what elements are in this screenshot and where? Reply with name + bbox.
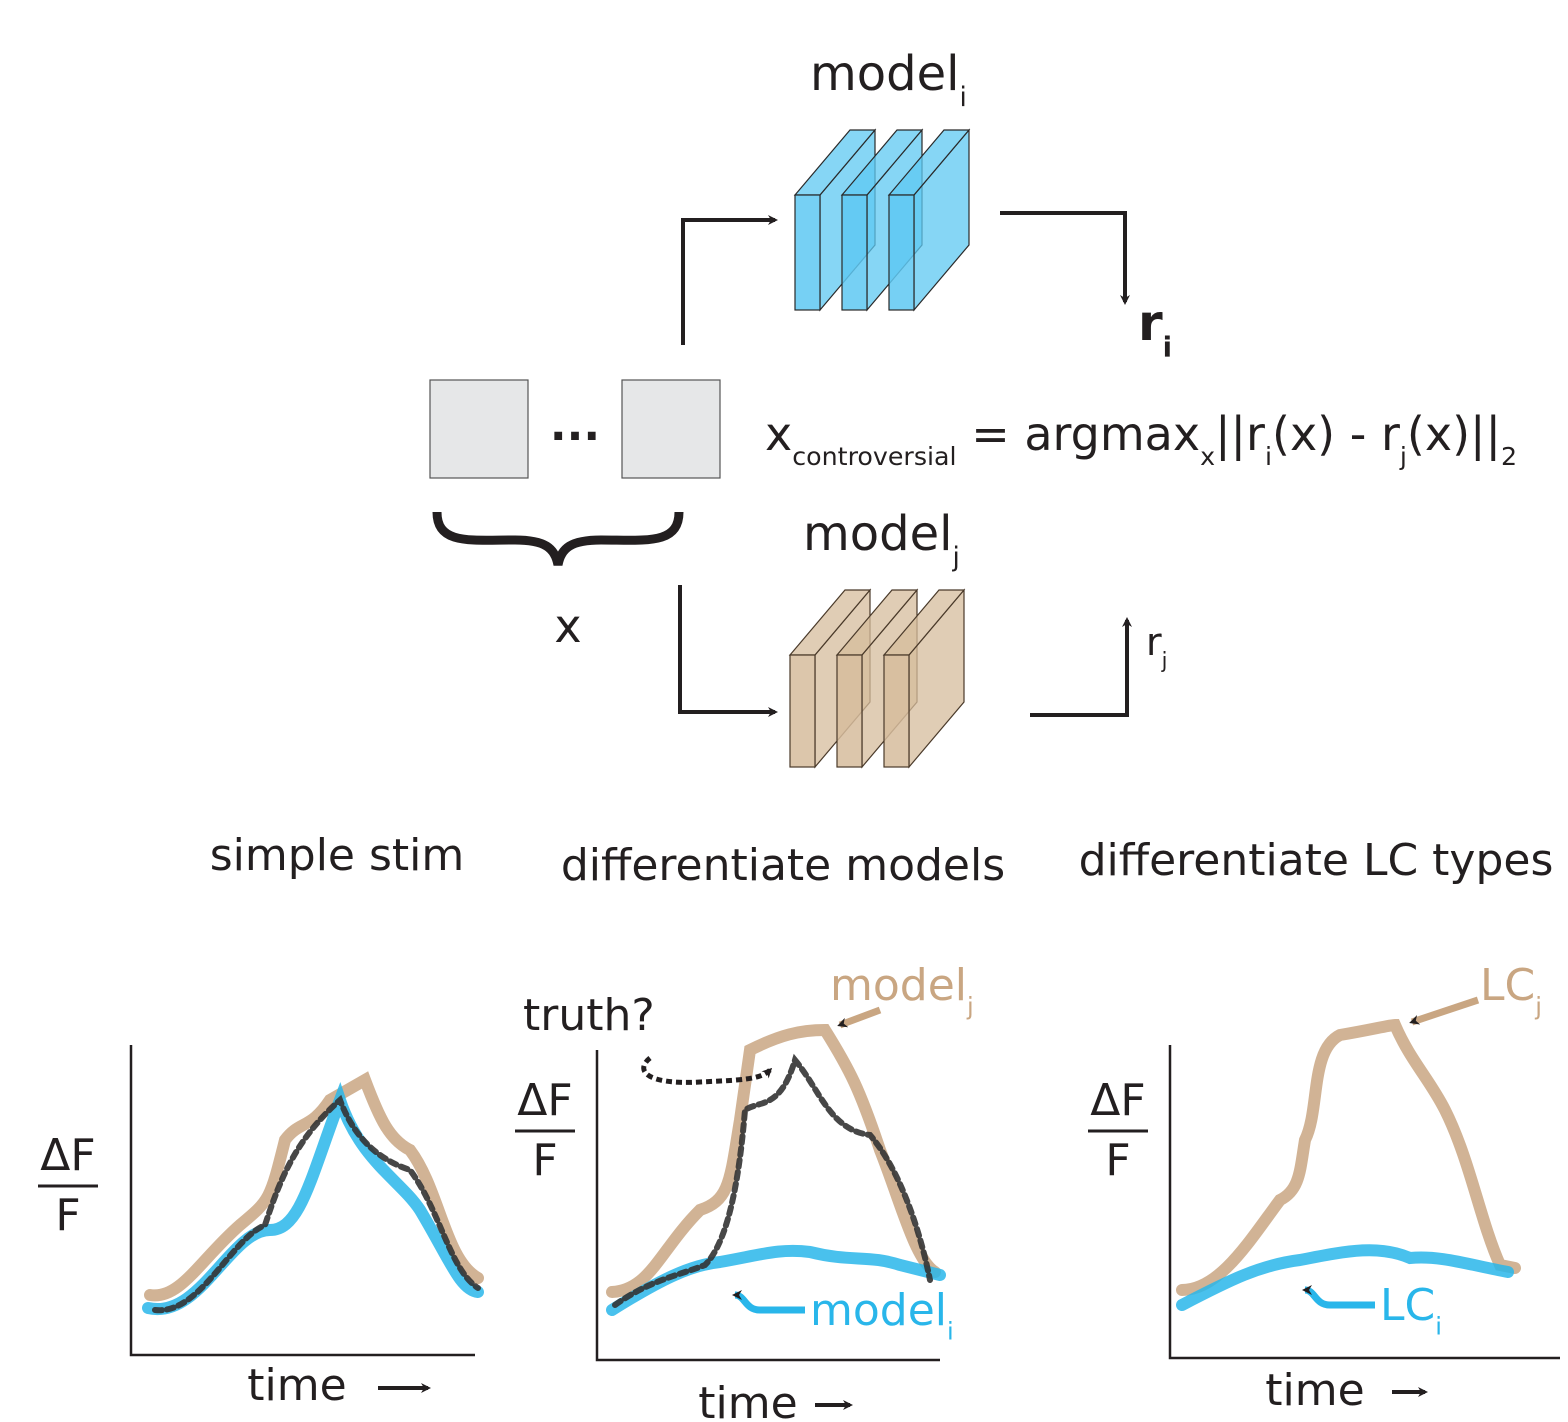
text-part: (x) - r bbox=[1272, 407, 1400, 461]
subscript: x bbox=[1200, 442, 1215, 471]
axes bbox=[129, 1045, 475, 1357]
arrow bbox=[1030, 617, 1132, 717]
trace bbox=[606, 1023, 941, 1298]
layer-front bbox=[789, 654, 816, 768]
text-part: model bbox=[830, 960, 967, 1011]
subscript: j bbox=[1161, 649, 1168, 673]
ylabel-top: ΔF bbox=[40, 1130, 95, 1181]
model-j-label: modelj bbox=[803, 506, 960, 573]
text-part: LC bbox=[1480, 960, 1535, 1011]
arrow bbox=[678, 585, 778, 717]
trace bbox=[152, 1094, 481, 1314]
text-part: r bbox=[1138, 294, 1163, 352]
ylabel-bottom: F bbox=[1105, 1135, 1130, 1186]
input-image bbox=[621, 379, 721, 479]
subscript: j bbox=[1399, 442, 1407, 471]
subscript: j bbox=[951, 542, 959, 573]
layer-front bbox=[888, 194, 915, 311]
text-part: model bbox=[810, 46, 959, 102]
brace bbox=[432, 511, 684, 567]
r-i-label: ri bbox=[1138, 294, 1172, 364]
ellipsis: ... bbox=[550, 400, 600, 451]
input-image bbox=[429, 379, 529, 479]
lower-arrow bbox=[1302, 1285, 1375, 1309]
subscript: i bbox=[1163, 332, 1172, 364]
text-part: ||r bbox=[1215, 407, 1265, 462]
trace bbox=[1176, 1018, 1521, 1296]
text-part: (x)|| bbox=[1407, 407, 1501, 462]
annotation-arrow bbox=[641, 1056, 773, 1085]
trace bbox=[144, 1071, 484, 1302]
layer-front bbox=[836, 654, 863, 768]
axes bbox=[595, 1050, 940, 1362]
subscript: i bbox=[1435, 1313, 1442, 1341]
axes bbox=[1168, 1045, 1560, 1360]
text-part: x bbox=[765, 407, 792, 461]
text-part: r bbox=[1146, 620, 1162, 664]
panel-title: differentiate models bbox=[561, 840, 1005, 891]
equation: xcontroversial = argmaxx||ri(x) - rj(x)|… bbox=[765, 407, 1517, 471]
panel: differentiate modelsΔFFtimetruth?modeljm… bbox=[515, 840, 1005, 1422]
upper-label: LCj bbox=[1480, 960, 1542, 1021]
ylabel-top: ΔF bbox=[1090, 1075, 1145, 1126]
upper-label: modelj bbox=[830, 960, 974, 1021]
subscript: i bbox=[947, 1318, 954, 1346]
lower-arrow bbox=[732, 1290, 805, 1314]
panel-title: differentiate LC types bbox=[1079, 835, 1554, 886]
layer-front bbox=[883, 654, 910, 768]
subscript: 2 bbox=[1501, 442, 1517, 471]
panel-title: simple stim bbox=[210, 830, 464, 881]
ylabel-bottom: F bbox=[55, 1190, 80, 1241]
trace bbox=[1176, 1244, 1514, 1311]
xlabel: time bbox=[1265, 1365, 1364, 1416]
subscript: j bbox=[966, 993, 974, 1021]
text-part: model bbox=[803, 506, 952, 562]
arrow bbox=[1000, 211, 1130, 305]
ylabel-bottom: F bbox=[532, 1135, 557, 1186]
trace bbox=[612, 1053, 933, 1308]
xlabel: time bbox=[247, 1360, 346, 1411]
subscript: i bbox=[959, 82, 966, 113]
subscript: controversial bbox=[792, 442, 956, 471]
text-part: = argmax bbox=[957, 407, 1201, 461]
layer-front bbox=[841, 194, 868, 311]
text-part: model bbox=[810, 1285, 947, 1336]
ylabel-top: ΔF bbox=[517, 1075, 572, 1126]
x-label: x bbox=[554, 599, 581, 653]
lower-label: modeli bbox=[810, 1285, 954, 1346]
lower-label: LCi bbox=[1380, 1280, 1442, 1341]
annotation: truth? bbox=[523, 990, 655, 1041]
subscript: j bbox=[1534, 993, 1542, 1021]
xlabel: time bbox=[698, 1378, 797, 1422]
text-part: LC bbox=[1380, 1280, 1435, 1331]
upper-arrow bbox=[837, 1006, 882, 1029]
upper-arrow bbox=[1409, 996, 1480, 1026]
layer bbox=[882, 588, 966, 769]
layer-front bbox=[794, 194, 821, 311]
subscript: i bbox=[1265, 442, 1272, 471]
layer bbox=[887, 128, 971, 312]
arrow bbox=[681, 215, 778, 345]
model-i-label: modeli bbox=[810, 46, 967, 113]
r-j-label: rj bbox=[1146, 620, 1167, 673]
